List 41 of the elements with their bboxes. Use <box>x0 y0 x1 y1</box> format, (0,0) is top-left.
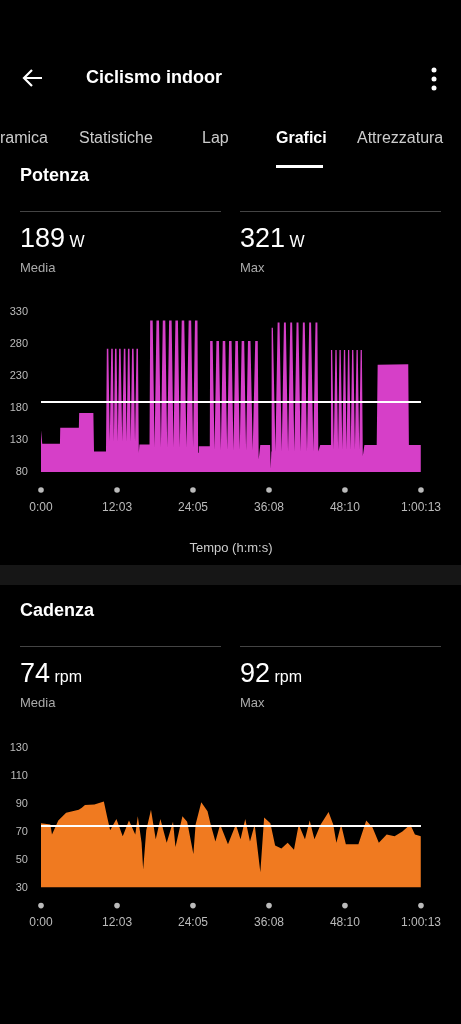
text: 189 W <box>20 223 85 253</box>
y-tick-label: 90 <box>15 796 28 809</box>
chart-title: Potenza <box>20 165 90 186</box>
text: 321 W <box>240 223 305 253</box>
text: Statistiche <box>79 129 153 147</box>
x-tick-label: 1:00:13 <box>400 915 442 930</box>
chart-title: Cadenza <box>20 600 95 621</box>
x-tick-label: 0:00 <box>29 915 53 930</box>
x-tick-label: 48:10 <box>329 499 361 514</box>
y-tick-label: 80 <box>15 465 28 478</box>
x-tick-label: 36:08 <box>253 499 285 514</box>
text: Grafici <box>276 129 327 147</box>
x-tick-label: 1:00:13 <box>400 499 442 514</box>
y-tick-label: 330 <box>9 304 28 317</box>
y-tick-label: 50 <box>15 852 28 865</box>
text: Media <box>20 260 56 275</box>
y-tick-label: 70 <box>15 824 28 837</box>
text: Media <box>20 695 56 710</box>
text: Max <box>240 260 265 275</box>
x-tick-label: 48:10 <box>329 915 361 930</box>
x-tick-label: 12:03 <box>102 499 133 514</box>
x-tick-label: 36:08 <box>253 915 285 930</box>
x-tick-label: 12:03 <box>102 915 133 930</box>
x-tick-label: 24:05 <box>177 915 209 930</box>
y-tick-label: 30 <box>15 880 28 893</box>
y-tick-label: 230 <box>9 368 28 381</box>
text: Max <box>240 695 265 710</box>
y-tick-label: 130 <box>9 432 28 445</box>
y-tick-label: 130 <box>9 740 28 753</box>
text: Attrezzatura <box>357 129 444 147</box>
y-tick-label: 180 <box>9 400 28 413</box>
text: 92 rpm <box>240 658 303 688</box>
text: 74 rpm <box>20 658 83 688</box>
text: ramica <box>0 129 49 147</box>
y-tick-label: 110 <box>10 768 28 781</box>
x-tick-label: 24:05 <box>177 499 209 514</box>
text: Lap <box>202 129 229 147</box>
text: Ciclismo indoor <box>86 67 223 88</box>
x-axis-title: Tempo (h:m:s) <box>189 539 273 555</box>
x-tick-label: 0:00 <box>29 499 53 514</box>
y-tick-label: 280 <box>9 336 28 349</box>
